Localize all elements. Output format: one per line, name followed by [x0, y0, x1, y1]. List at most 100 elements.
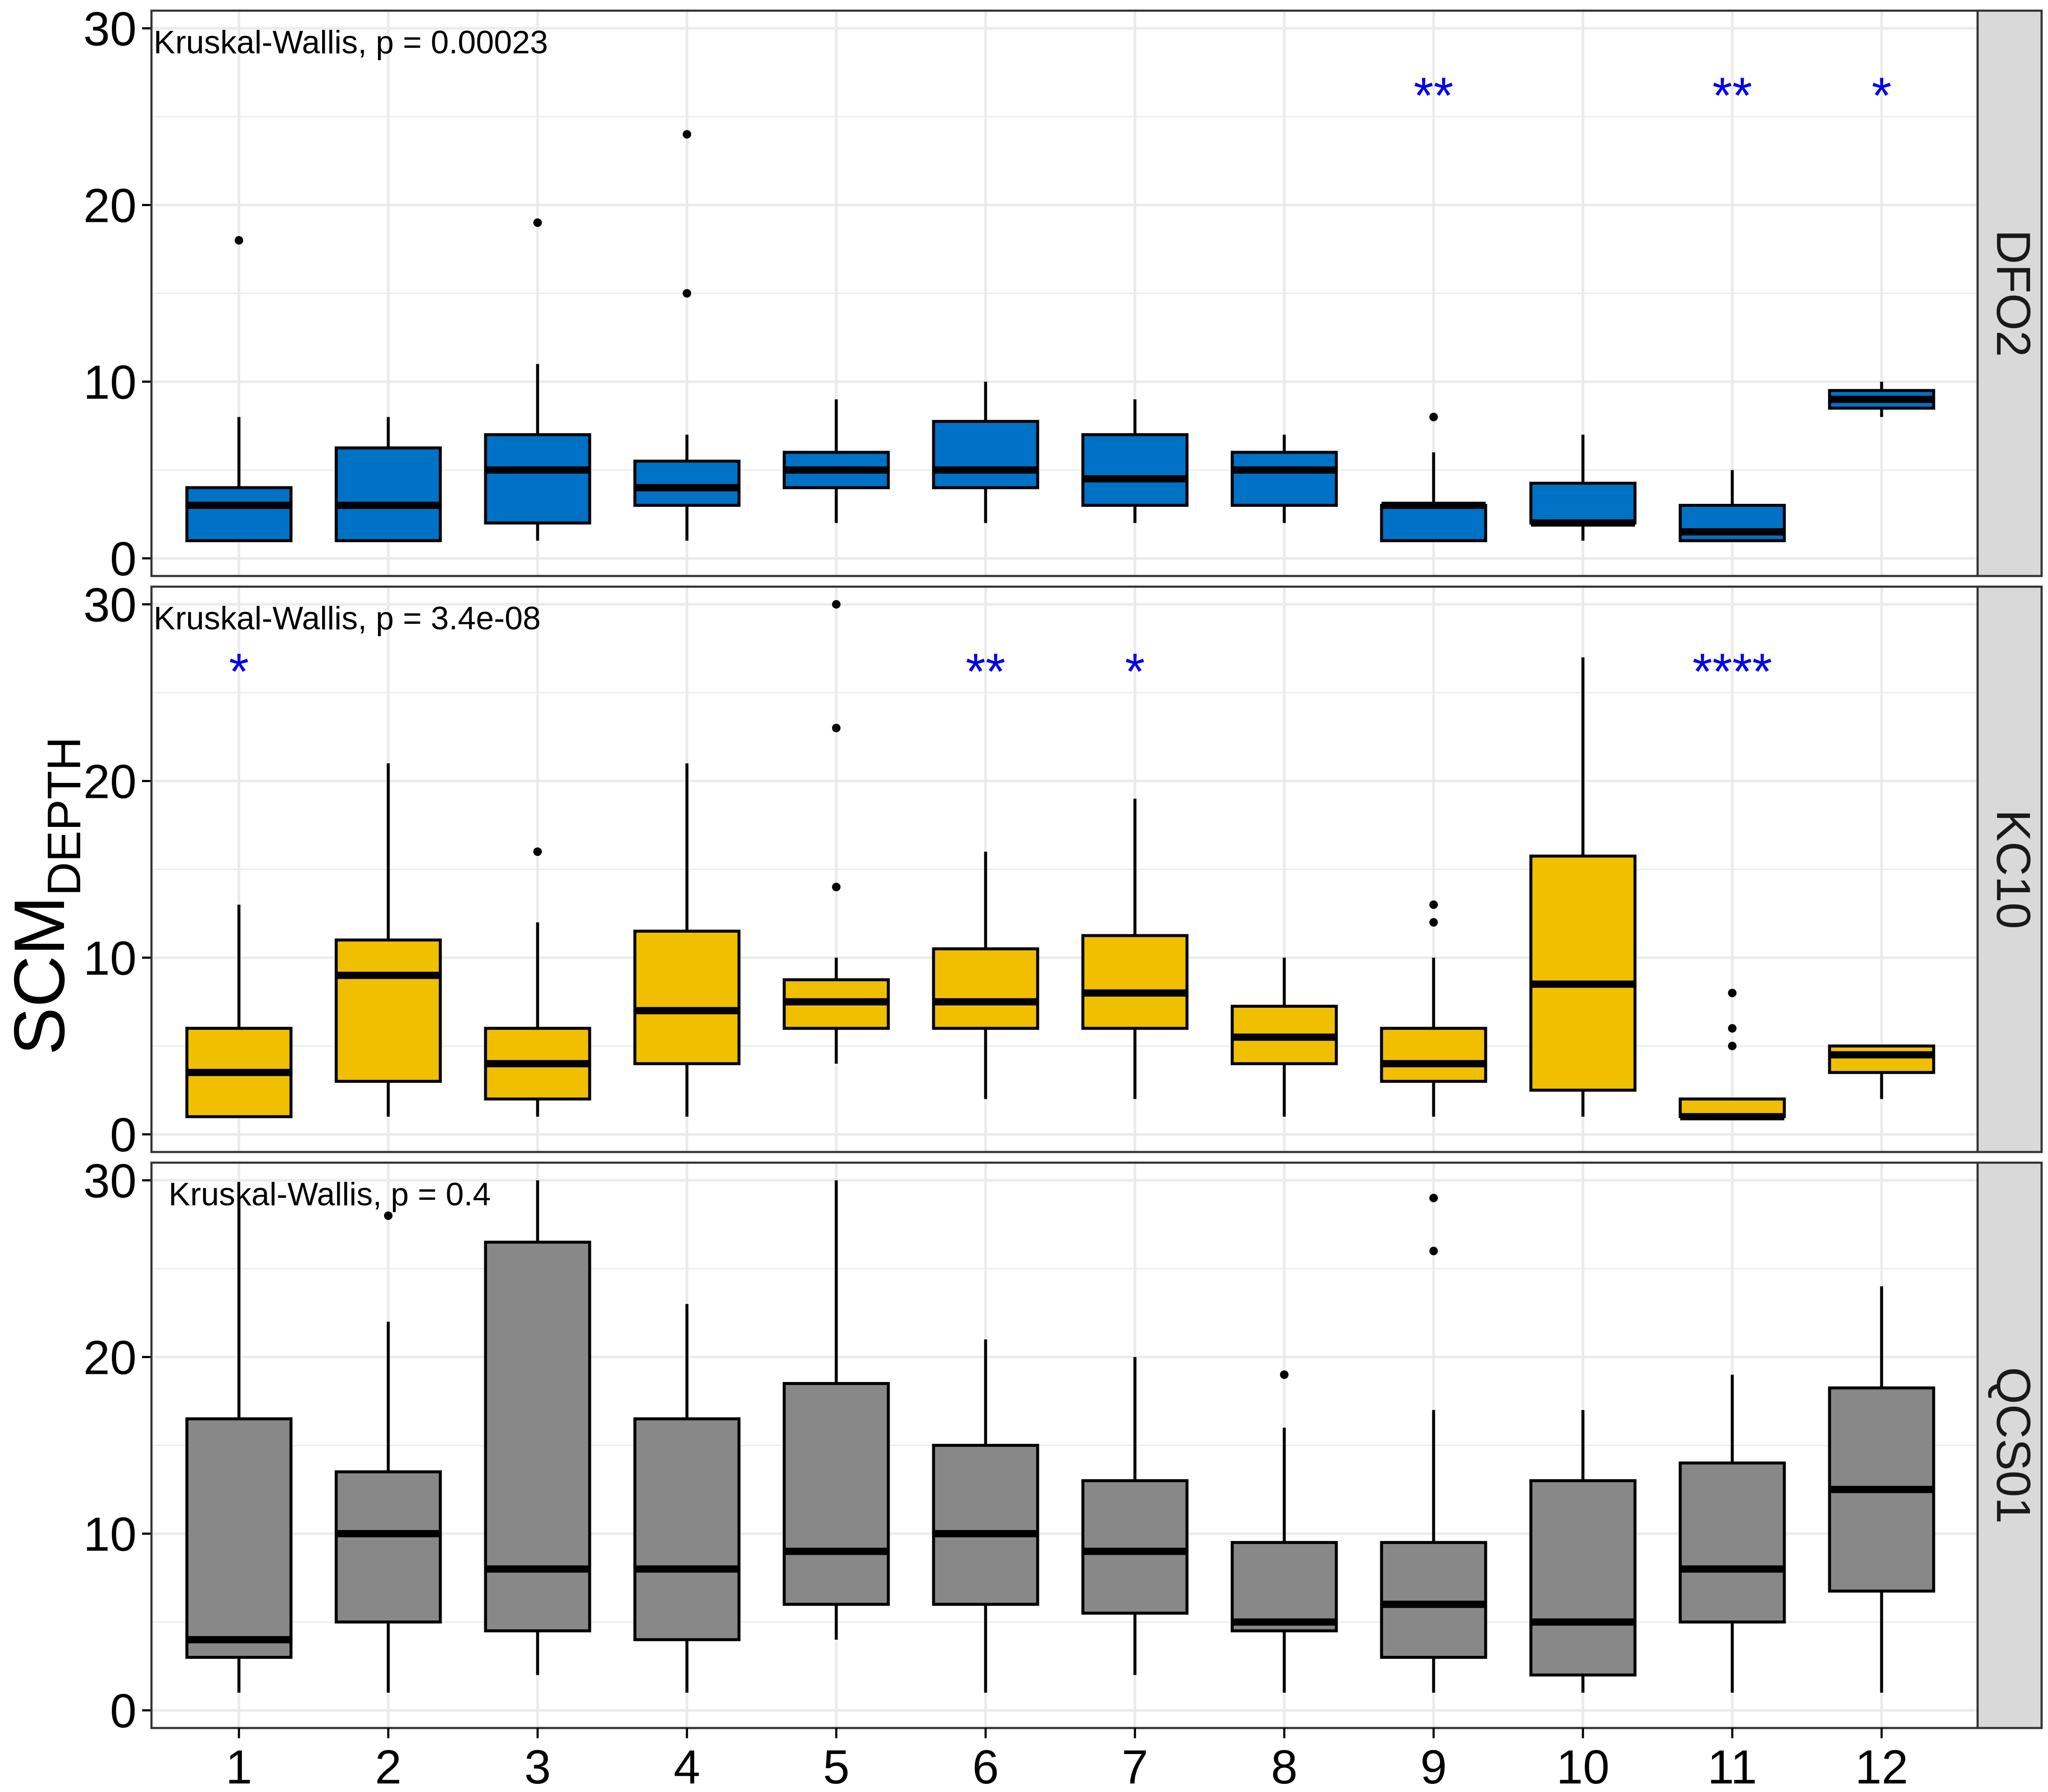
box-DFO2-10	[1529, 434, 1637, 541]
box-iqr	[932, 947, 1039, 1030]
box-KC10-12	[1828, 1044, 1935, 1099]
significance-stars: *	[1872, 67, 1892, 124]
box-iqr	[1380, 1027, 1487, 1083]
x-tick-label: 11	[1708, 1740, 1757, 1792]
box-DFO2-4	[633, 130, 741, 541]
facet-panel-QCS01: 0 10 20 30 Kruskal-Wallis, p = 0.4 QCS01	[83, 1154, 2043, 1738]
y-tick-label: 10	[83, 1508, 137, 1561]
x-tick-label: 5	[823, 1740, 849, 1792]
outlier-point	[1728, 1024, 1737, 1033]
box-DFO2-9	[1380, 413, 1487, 542]
x-tick-label: 4	[674, 1740, 700, 1792]
significance-stars: *	[229, 643, 249, 700]
box-iqr	[932, 420, 1039, 489]
box-iqr	[185, 1417, 293, 1659]
box-iqr	[1081, 934, 1189, 1030]
x-axis: 1 2 3 4 5 6 7 8 9 10 11 12	[226, 1728, 1908, 1792]
box-iqr	[1529, 854, 1637, 1092]
box-DFO2-7	[1081, 399, 1189, 523]
box-iqr	[1380, 503, 1487, 542]
box-iqr	[1380, 1541, 1487, 1659]
y-tick-label: 0	[110, 1108, 137, 1162]
y-tick-label: 0	[110, 532, 137, 586]
box-iqr	[1529, 1479, 1637, 1677]
facet-strip	[1976, 1161, 2043, 1729]
facet-strip-label: DFO2	[1987, 230, 2040, 357]
y-axis-title-main: SCM	[0, 896, 79, 1055]
box-DFO2-11	[1679, 470, 1786, 542]
outlier-point	[235, 236, 243, 245]
box-KC10-7	[1081, 798, 1189, 1099]
y-tick-label: 30	[83, 578, 137, 631]
box-QCS01-8	[1231, 1370, 1338, 1693]
box-KC10-5	[783, 600, 890, 1064]
y-tick-label: 30	[83, 1154, 137, 1207]
box-iqr	[1081, 433, 1189, 507]
outlier-point	[1429, 413, 1438, 422]
box-iqr	[1529, 482, 1637, 525]
x-tick-label: 12	[1855, 1740, 1908, 1792]
y-axis-title-subscript: DEPTH	[38, 737, 90, 896]
box-iqr	[484, 433, 591, 525]
box-KC10-6	[932, 852, 1039, 1099]
facet-strip-label: KC10	[1987, 809, 2040, 929]
significance-stars: **	[966, 643, 1005, 700]
outlier-point	[832, 882, 841, 891]
outlier-point	[683, 289, 691, 298]
box-KC10-11	[1679, 989, 1786, 1120]
box-iqr	[633, 1417, 741, 1641]
y-tick-label: 10	[83, 356, 137, 409]
x-tick-label: 10	[1556, 1740, 1610, 1792]
box-QCS01-12	[1828, 1286, 1935, 1693]
outlier-point	[1429, 900, 1438, 909]
outlier-point	[533, 218, 542, 227]
outlier-point	[1429, 1193, 1438, 1202]
box-QCS01-11	[1679, 1374, 1786, 1693]
box-iqr	[335, 938, 442, 1083]
outlier-point	[533, 847, 542, 856]
box-QCS01-3	[484, 1180, 591, 1675]
significance-stars: **	[1712, 67, 1752, 124]
facet-strip	[1976, 585, 2043, 1153]
outlier-point	[1429, 1247, 1438, 1256]
x-tick-label: 8	[1271, 1740, 1297, 1792]
box-QCS01-6	[932, 1339, 1039, 1693]
kruskal-wallis-annotation: Kruskal-Wallis, p = 0.00023	[154, 24, 548, 61]
box-KC10-1	[185, 905, 293, 1118]
outlier-point	[1728, 1041, 1737, 1050]
box-DFO2-6	[932, 381, 1039, 523]
box-KC10-3	[484, 847, 591, 1117]
box-QCS01-10	[1529, 1410, 1637, 1693]
box-QCS01-2	[335, 1211, 442, 1693]
box-KC10-8	[1231, 957, 1338, 1117]
box-KC10-9	[1380, 900, 1487, 1117]
outlier-point	[832, 724, 841, 733]
y-tick-label: 20	[83, 179, 137, 232]
box-KC10-2	[335, 763, 442, 1117]
x-tick-label: 9	[1420, 1740, 1447, 1792]
box-DFO2-12	[1828, 381, 1935, 417]
y-tick-label: 0	[110, 1684, 137, 1738]
box-DFO2-5	[783, 399, 890, 523]
box-iqr	[1231, 1541, 1338, 1632]
kruskal-wallis-annotation: Kruskal-Wallis, p = 3.4e-08	[154, 600, 541, 637]
facet-strip	[1976, 9, 2043, 577]
y-tick-label: 20	[83, 755, 137, 808]
x-tick-label: 3	[524, 1740, 551, 1792]
box-iqr	[1081, 1479, 1189, 1615]
box-iqr	[185, 486, 293, 542]
facet-strip-label: QCS01	[1987, 1367, 2040, 1524]
box-KC10-10	[1529, 657, 1637, 1117]
outlier-point	[683, 130, 691, 139]
box-QCS01-9	[1380, 1193, 1487, 1693]
x-tick-label: 6	[972, 1740, 999, 1792]
box-DFO2-3	[484, 218, 591, 541]
y-axis-title: SCMDEPTH	[0, 737, 90, 1055]
outlier-point	[1728, 989, 1737, 998]
box-iqr	[633, 460, 741, 507]
box-QCS01-5	[783, 1180, 890, 1640]
box-QCS01-7	[1081, 1357, 1189, 1675]
